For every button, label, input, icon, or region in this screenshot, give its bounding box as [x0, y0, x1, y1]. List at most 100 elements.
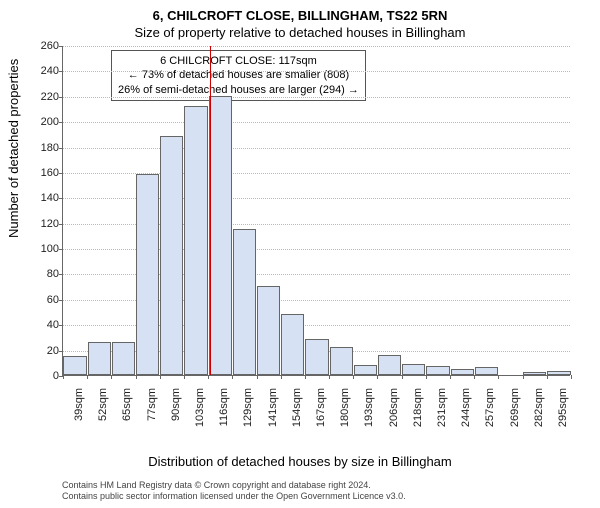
ytick-mark — [59, 46, 63, 47]
histogram-bar — [136, 174, 159, 375]
histogram-bar — [378, 355, 401, 375]
gridline-h — [63, 122, 570, 123]
histogram-bar — [281, 314, 304, 375]
ytick-mark — [59, 325, 63, 326]
annotation-line-1: 6 CHILCROFT CLOSE: 117sqm — [118, 54, 359, 68]
histogram-bar — [184, 106, 207, 375]
ytick-label: 20 — [31, 345, 59, 357]
ytick-mark — [59, 122, 63, 123]
histogram-bar — [547, 371, 570, 375]
xtick-label: 167sqm — [315, 388, 327, 428]
xtick-label: 193sqm — [363, 388, 375, 428]
histogram-bar — [402, 364, 425, 375]
histogram-bar — [354, 365, 377, 375]
xtick-label: 77sqm — [146, 388, 158, 428]
xtick-mark — [523, 375, 524, 379]
x-axis-label: Distribution of detached houses by size … — [0, 454, 600, 469]
xtick-mark — [329, 375, 330, 379]
histogram-bar — [160, 136, 183, 375]
xtick-label: 129sqm — [242, 388, 254, 428]
xtick-mark — [474, 375, 475, 379]
xtick-label: 295sqm — [557, 388, 569, 428]
ytick-label: 140 — [31, 192, 59, 204]
ytick-label: 40 — [31, 319, 59, 331]
ytick-label: 180 — [31, 142, 59, 154]
ytick-mark — [59, 224, 63, 225]
xtick-mark — [450, 375, 451, 379]
ytick-mark — [59, 300, 63, 301]
xtick-mark — [87, 375, 88, 379]
ytick-mark — [59, 71, 63, 72]
y-axis-label: Number of detached properties — [6, 59, 21, 238]
histogram-bar — [233, 229, 256, 375]
xtick-mark — [160, 375, 161, 379]
histogram-bar — [330, 347, 353, 375]
gridline-h — [63, 97, 570, 98]
ytick-label: 100 — [31, 243, 59, 255]
xtick-mark — [208, 375, 209, 379]
gridline-h — [63, 148, 570, 149]
gridline-h — [63, 46, 570, 47]
xtick-mark — [257, 375, 258, 379]
reference-line — [210, 46, 211, 375]
ytick-label: 160 — [31, 167, 59, 179]
ytick-mark — [59, 274, 63, 275]
xtick-mark — [498, 375, 499, 379]
histogram-bar — [209, 96, 232, 375]
xtick-label: 116sqm — [218, 388, 230, 428]
histogram-bar — [112, 342, 135, 375]
ytick-mark — [59, 148, 63, 149]
xtick-mark — [305, 375, 306, 379]
ytick-label: 60 — [31, 294, 59, 306]
histogram-bar — [451, 369, 474, 375]
xtick-mark — [111, 375, 112, 379]
xtick-label: 65sqm — [121, 388, 133, 428]
xtick-label: 103sqm — [194, 388, 206, 428]
gridline-h — [63, 71, 570, 72]
histogram-bar — [475, 367, 498, 375]
xtick-mark — [547, 375, 548, 379]
xtick-label: 206sqm — [388, 388, 400, 428]
xtick-mark — [281, 375, 282, 379]
xtick-label: 218sqm — [412, 388, 424, 428]
xtick-label: 231sqm — [436, 388, 448, 428]
histogram-bar — [88, 342, 111, 375]
annotation-box: 6 CHILCROFT CLOSE: 117sqm ← 73% of detac… — [111, 50, 366, 101]
ytick-mark — [59, 198, 63, 199]
histogram-bar — [523, 372, 546, 375]
xtick-label: 39sqm — [73, 388, 85, 428]
xtick-label: 180sqm — [339, 388, 351, 428]
histogram-bar — [426, 366, 449, 375]
xtick-label: 52sqm — [97, 388, 109, 428]
xtick-label: 282sqm — [533, 388, 545, 428]
xtick-label: 257sqm — [484, 388, 496, 428]
xtick-mark — [184, 375, 185, 379]
xtick-label: 90sqm — [170, 388, 182, 428]
xtick-label: 269sqm — [509, 388, 521, 428]
xtick-mark — [232, 375, 233, 379]
xtick-mark — [426, 375, 427, 379]
ytick-mark — [59, 351, 63, 352]
ytick-label: 0 — [31, 370, 59, 382]
ytick-mark — [59, 173, 63, 174]
ytick-label: 80 — [31, 268, 59, 280]
ytick-mark — [59, 97, 63, 98]
ytick-mark — [59, 249, 63, 250]
ytick-label: 120 — [31, 218, 59, 230]
xtick-label: 244sqm — [460, 388, 472, 428]
histogram-bar — [305, 339, 328, 375]
xtick-mark — [63, 375, 64, 379]
histogram-bar — [63, 356, 86, 375]
chart-title-main: 6, CHILCROFT CLOSE, BILLINGHAM, TS22 5RN — [0, 8, 600, 23]
footer-line-1: Contains HM Land Registry data © Crown c… — [62, 480, 588, 491]
footer-attribution: Contains HM Land Registry data © Crown c… — [62, 480, 588, 503]
histogram-bar — [257, 286, 280, 375]
ytick-label: 260 — [31, 40, 59, 52]
xtick-mark — [377, 375, 378, 379]
plot-area: 6 CHILCROFT CLOSE: 117sqm ← 73% of detac… — [62, 46, 570, 376]
xtick-mark — [571, 375, 572, 379]
footer-line-2: Contains public sector information licen… — [62, 491, 588, 502]
xtick-mark — [402, 375, 403, 379]
ytick-label: 200 — [31, 116, 59, 128]
xtick-mark — [136, 375, 137, 379]
